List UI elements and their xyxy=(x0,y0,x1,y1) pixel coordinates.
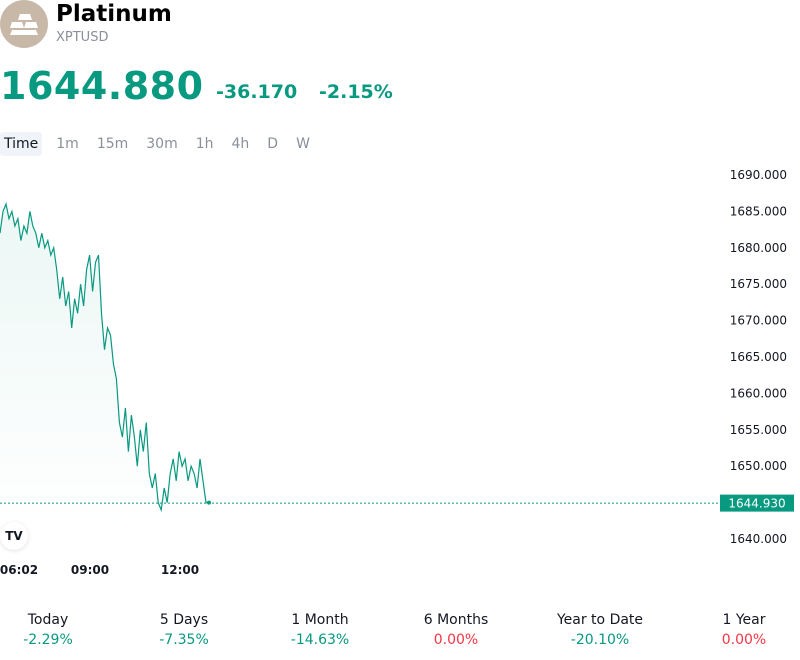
perf-5-days[interactable]: 5 Days -7.35% xyxy=(118,610,250,650)
price-axis: 1690.000 1685.000 1680.000 1675.000 1670.000… xyxy=(730,168,787,546)
perf-label: Today xyxy=(27,612,69,628)
price-area xyxy=(0,204,209,525)
gold-bars-icon xyxy=(0,0,48,48)
time-tick-label: 12:00 xyxy=(161,563,199,577)
perf-value: 0.00% xyxy=(721,632,767,648)
perf-today[interactable]: Today -2.29% xyxy=(0,610,114,650)
instrument-name: Platinum xyxy=(56,1,172,27)
time-tick-label: 06:02 xyxy=(0,563,38,577)
last-price-badge: 1644.930 xyxy=(720,494,794,512)
price-tick-label: 1675.000 xyxy=(730,277,787,291)
tab-4h[interactable]: 4h xyxy=(231,136,250,152)
perf-label: 6 Months xyxy=(423,612,489,628)
performance-row: Today -2.29% 5 Days -7.35% 1 Month -14.6… xyxy=(0,610,800,650)
last-price-dot xyxy=(207,500,211,505)
price-tick-label: 1685.000 xyxy=(730,204,787,218)
time-tick-label: 09:00 xyxy=(71,563,109,577)
perf-label: Year to Date xyxy=(556,612,644,628)
perf-label: 1 Year xyxy=(722,612,766,628)
perf-year-to-date[interactable]: Year to Date -20.10% xyxy=(534,610,666,650)
price-tick-label: 1670.000 xyxy=(730,314,787,328)
price-tick-label: 1690.000 xyxy=(730,168,787,182)
tab-15m[interactable]: 15m xyxy=(96,136,129,152)
price-chart[interactable]: 1690.000 1685.000 1680.000 1675.000 1670.000… xyxy=(0,160,800,580)
perf-value: -14.63% xyxy=(290,632,350,648)
perf-1-month[interactable]: 1 Month -14.63% xyxy=(254,610,386,650)
price-change-percent: -2.15% xyxy=(319,81,393,103)
instrument-header: Platinum XPTUSD xyxy=(0,0,800,60)
tab-1m[interactable]: 1m xyxy=(56,136,79,152)
price-tick-label: 1640.000 xyxy=(730,532,787,546)
tab-time[interactable]: Time xyxy=(0,132,43,156)
perf-value: -2.29% xyxy=(23,632,73,648)
price-line xyxy=(0,202,209,513)
price-tick-label: 1655.000 xyxy=(730,423,787,437)
tab-d[interactable]: D xyxy=(267,136,279,152)
current-price: 1644.880 xyxy=(0,64,204,108)
price-row: 1644.880 -36.170 -2.15% xyxy=(0,64,800,108)
perf-label: 1 Month xyxy=(291,612,349,628)
timeframe-tabs: Time 1m 15m 30m 1h 4h D W xyxy=(0,132,324,156)
perf-value: -7.35% xyxy=(159,632,209,648)
price-tick-label: 1680.000 xyxy=(730,241,787,255)
time-axis: 06:02 09:00 12:00 xyxy=(0,563,199,577)
tradingview-logo-icon[interactable]: TV xyxy=(0,522,28,550)
price-tick-label: 1665.000 xyxy=(730,350,787,364)
tab-1h[interactable]: 1h xyxy=(195,136,214,152)
price-tick-label: 1660.000 xyxy=(730,386,787,400)
tab-30m[interactable]: 30m xyxy=(146,136,178,152)
perf-6-months[interactable]: 6 Months 0.00% xyxy=(390,610,522,650)
price-change: -36.170 xyxy=(216,81,298,103)
perf-value: 0.00% xyxy=(433,632,479,648)
perf-value: -20.10% xyxy=(570,632,630,648)
price-tick-label: 1650.000 xyxy=(730,459,787,473)
perf-label: 5 Days xyxy=(159,612,209,628)
last-price-label: 1644.930 xyxy=(728,497,785,511)
tab-w[interactable]: W xyxy=(296,136,310,152)
instrument-symbol: XPTUSD xyxy=(56,30,109,45)
perf-1-year[interactable]: 1 Year 0.00% xyxy=(678,610,800,650)
